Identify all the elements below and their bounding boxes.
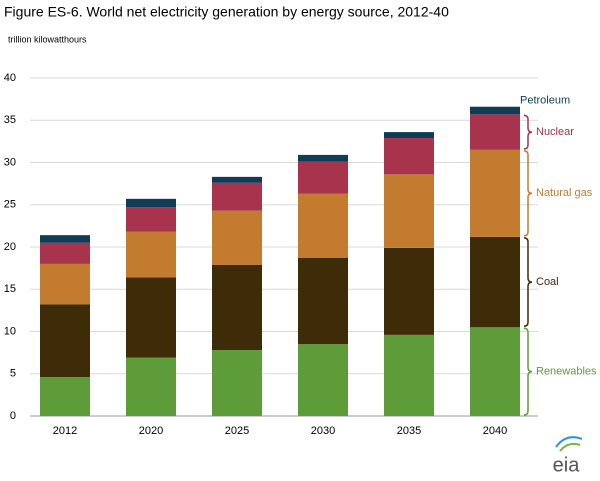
y-tick-label: 5 [10,368,16,380]
x-tick-label: 2040 [483,425,507,437]
legend-brace [523,237,533,328]
logo-arc [555,436,583,448]
bar-segment [212,350,262,416]
bar-segment [298,257,348,345]
eia-logo: eia [553,436,583,476]
chart-subtitle: trillion kilowatthours [8,34,87,44]
y-tick-label: 0 [10,410,16,422]
y-tick-label: 30 [4,156,16,168]
bar-segment [384,334,434,416]
x-tick-label: 2025 [225,425,249,437]
bar-segment [298,193,348,258]
bar-segment [298,154,348,162]
bar-segment [470,114,520,150]
bar-segment [212,182,262,211]
y-tick-label: 10 [4,325,16,337]
y-tick-label: 35 [4,114,16,126]
bar-segment [298,161,348,194]
x-tick-label: 2035 [397,425,421,437]
bar-segment [40,235,90,243]
legend-label: Natural gas [536,187,593,199]
logo-text: eia [553,454,581,476]
bar-segment [470,327,520,416]
legend-label: Petroleum [520,95,570,107]
bar-segment [126,277,176,358]
bar-segment [298,344,348,416]
bar-segment [384,247,434,335]
bar-segment [40,263,90,305]
y-tick-label: 20 [4,241,16,253]
y-tick-label: 15 [4,283,16,295]
legend-brace [523,114,533,150]
x-tick-label: 2030 [311,425,335,437]
bar-segment [40,377,90,416]
bar-segment [212,210,262,265]
chart-title: Figure ES-6. World net electricity gener… [4,4,449,20]
bar-segment [470,149,520,237]
bar-segment [212,264,262,351]
legend-label: Renewables [536,366,597,378]
legend-brace [523,150,533,237]
bar-segment [126,198,176,208]
bar-segment [212,176,262,183]
y-tick-label: 40 [4,72,16,84]
legend-brace [523,327,533,416]
bar-segment [126,207,176,232]
bar-segment [40,242,90,264]
x-tick-label: 2012 [53,425,77,437]
bar-segment [470,236,520,328]
bar-segment [40,304,90,378]
x-tick-label: 2020 [139,425,163,437]
logo-arc [559,442,581,452]
bar-segment [384,174,434,248]
bar-segment [384,132,434,138]
bar-segment [126,231,176,278]
bar-segment [384,137,434,175]
legend-label: Nuclear [536,126,574,138]
y-tick-label: 25 [4,199,16,211]
bar-segment [470,106,520,115]
legend-label: Coal [536,276,559,288]
bar-segment [126,357,176,416]
